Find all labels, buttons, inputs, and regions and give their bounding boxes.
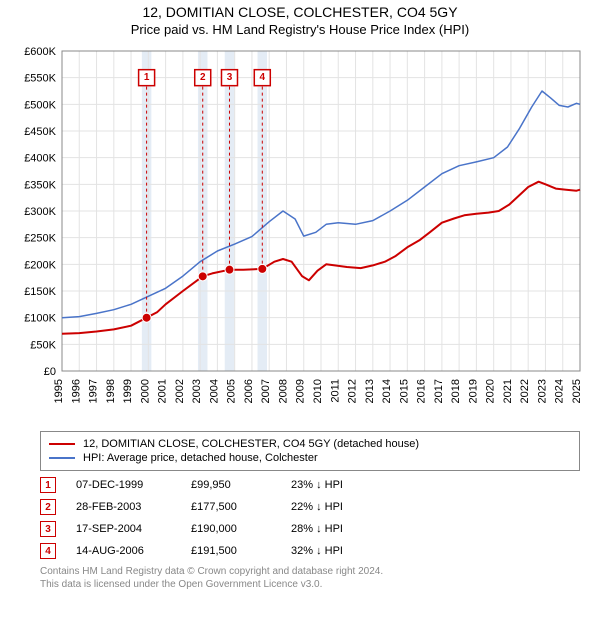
svg-text:£0: £0 [44, 366, 56, 378]
svg-text:2020: 2020 [485, 379, 497, 403]
transaction-marker: 1 [40, 477, 56, 493]
svg-text:£150K: £150K [24, 286, 56, 298]
legend-swatch [49, 443, 75, 445]
svg-text:2024: 2024 [554, 379, 566, 403]
transaction-date: 17-SEP-2004 [76, 523, 171, 535]
svg-text:1995: 1995 [53, 379, 65, 403]
svg-text:2025: 2025 [571, 379, 583, 403]
svg-text:£350K: £350K [24, 179, 56, 191]
svg-text:1998: 1998 [105, 379, 117, 403]
svg-text:2008: 2008 [277, 379, 289, 403]
svg-text:2004: 2004 [208, 379, 220, 403]
svg-text:2002: 2002 [174, 379, 186, 403]
svg-text:£600K: £600K [24, 46, 56, 58]
transaction-marker: 4 [40, 543, 56, 559]
svg-text:£50K: £50K [30, 339, 56, 351]
page-title: 12, DOMITIAN CLOSE, COLCHESTER, CO4 5GY [0, 4, 600, 20]
transaction-diff: 23% ↓ HPI [291, 479, 381, 491]
svg-text:2010: 2010 [312, 379, 324, 403]
legend-item: HPI: Average price, detached house, Colc… [49, 452, 571, 464]
svg-text:2021: 2021 [502, 379, 514, 403]
svg-text:2019: 2019 [467, 379, 479, 403]
svg-text:2007: 2007 [260, 379, 272, 403]
table-row: 2 28-FEB-2003 £177,500 22% ↓ HPI [40, 499, 580, 515]
svg-text:£200K: £200K [24, 259, 56, 271]
svg-text:2014: 2014 [381, 379, 393, 403]
legend-swatch [49, 457, 75, 459]
svg-text:1999: 1999 [122, 379, 134, 403]
chart-svg: £0 £50K £100K £150K £200K £250K £300K £350K £400… [10, 43, 590, 423]
attribution: Contains HM Land Registry data © Crown c… [40, 565, 580, 591]
svg-text:£500K: £500K [24, 99, 56, 111]
svg-text:2018: 2018 [450, 379, 462, 403]
transaction-date: 28-FEB-2003 [76, 501, 171, 513]
svg-text:2003: 2003 [191, 379, 203, 403]
attribution-line: Contains HM Land Registry data © Crown c… [40, 565, 580, 578]
transaction-marker: 2 [40, 499, 56, 515]
svg-text:£400K: £400K [24, 153, 56, 165]
svg-text:2006: 2006 [243, 379, 255, 403]
transaction-price: £99,950 [191, 479, 271, 491]
legend-label: 12, DOMITIAN CLOSE, COLCHESTER, CO4 5GY … [83, 438, 419, 450]
svg-text:2016: 2016 [416, 379, 428, 403]
table-row: 1 07-DEC-1999 £99,950 23% ↓ HPI [40, 477, 580, 493]
page-subtitle: Price paid vs. HM Land Registry's House … [0, 22, 600, 37]
svg-text:£250K: £250K [24, 233, 56, 245]
svg-text:2017: 2017 [433, 379, 445, 403]
table-row: 3 17-SEP-2004 £190,000 28% ↓ HPI [40, 521, 580, 537]
svg-text:2015: 2015 [398, 379, 410, 403]
legend: 12, DOMITIAN CLOSE, COLCHESTER, CO4 5GY … [40, 431, 580, 471]
svg-text:2009: 2009 [295, 379, 307, 403]
legend-item: 12, DOMITIAN CLOSE, COLCHESTER, CO4 5GY … [49, 438, 571, 450]
svg-text:£450K: £450K [24, 126, 56, 138]
svg-text:2005: 2005 [226, 379, 238, 403]
svg-text:1: 1 [144, 72, 150, 83]
svg-text:2001: 2001 [157, 379, 169, 403]
transaction-diff: 32% ↓ HPI [291, 545, 381, 557]
transaction-date: 14-AUG-2006 [76, 545, 171, 557]
svg-text:2013: 2013 [364, 379, 376, 403]
transaction-table: 1 07-DEC-1999 £99,950 23% ↓ HPI 2 28-FEB-2003… [40, 477, 580, 559]
transaction-diff: 28% ↓ HPI [291, 523, 381, 535]
svg-text:2012: 2012 [347, 379, 359, 403]
transaction-date: 07-DEC-1999 [76, 479, 171, 491]
price-chart: £0 £50K £100K £150K £200K £250K £300K £350K £400… [10, 43, 590, 423]
legend-label: HPI: Average price, detached house, Colc… [83, 452, 318, 464]
svg-text:2011: 2011 [329, 379, 341, 403]
svg-text:2000: 2000 [139, 379, 151, 403]
svg-text:2023: 2023 [536, 379, 548, 403]
svg-text:£550K: £550K [24, 73, 56, 85]
attribution-line: This data is licensed under the Open Gov… [40, 578, 580, 591]
table-row: 4 14-AUG-2006 £191,500 32% ↓ HPI [40, 543, 580, 559]
svg-text:4: 4 [260, 72, 266, 83]
svg-text:1996: 1996 [70, 379, 82, 403]
svg-text:1997: 1997 [88, 379, 100, 403]
transaction-price: £191,500 [191, 545, 271, 557]
transaction-marker: 3 [40, 521, 56, 537]
transaction-price: £177,500 [191, 501, 271, 513]
svg-text:£100K: £100K [24, 313, 56, 325]
transaction-price: £190,000 [191, 523, 271, 535]
svg-text:£300K: £300K [24, 206, 56, 218]
svg-text:2022: 2022 [519, 379, 531, 403]
svg-text:3: 3 [227, 72, 233, 83]
svg-text:2: 2 [200, 72, 206, 83]
transaction-diff: 22% ↓ HPI [291, 501, 381, 513]
